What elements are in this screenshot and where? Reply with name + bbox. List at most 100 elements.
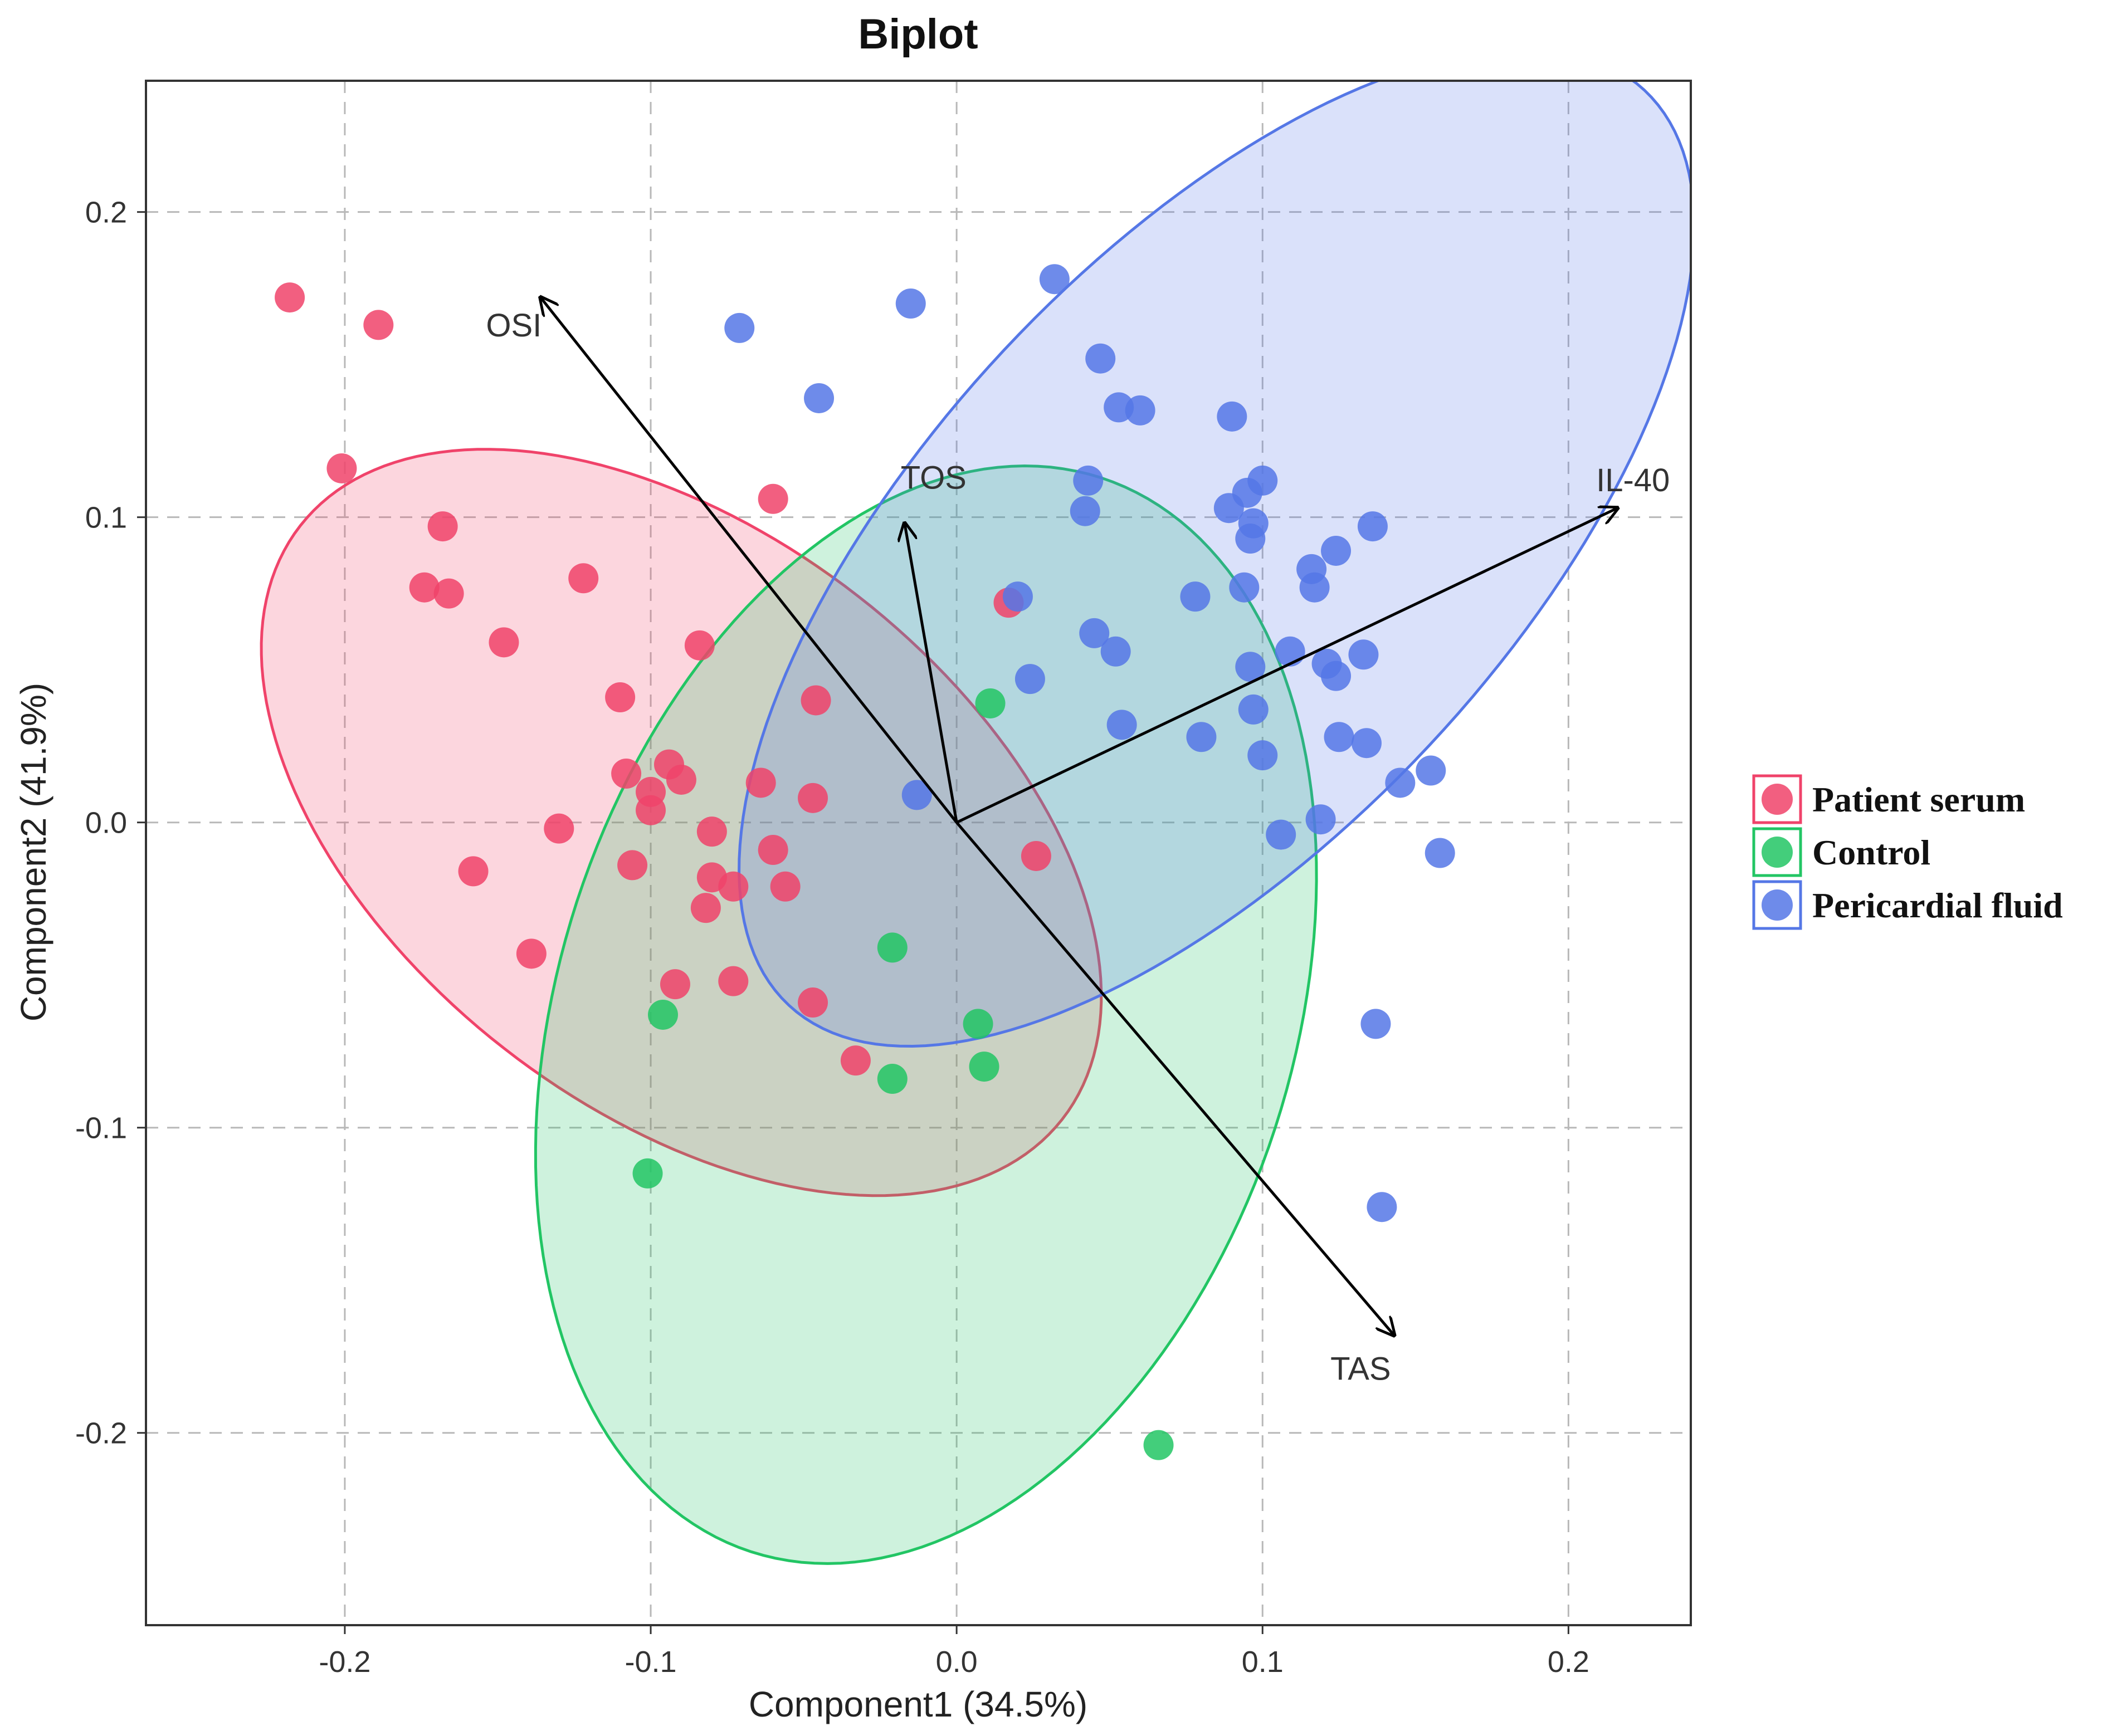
point-patient-serum-21 [617,850,648,881]
point-patient-serum-6 [568,563,599,594]
point-patient-serum-14 [666,764,696,795]
point-patient-serum-29 [660,969,690,1000]
point-pericardial-fluid-2 [724,312,755,343]
point-pericardial-fluid-31 [1106,710,1137,740]
point-pericardial-fluid-30 [1238,694,1269,725]
point-pericardial-fluid-33 [1324,722,1354,752]
point-pericardial-fluid-8 [1073,465,1104,496]
point-patient-serum-11 [801,685,831,716]
point-control-6 [632,1158,663,1189]
point-pericardial-fluid-7 [1217,401,1247,432]
y-axis-ticks: -0.2 -0.1 0.0 0.1 0.2 [75,196,146,1450]
loading-arrow-osi [540,297,958,824]
point-patient-serum-7 [489,627,519,658]
point-pericardial-fluid-38 [901,780,932,810]
legend-marker-control [1762,837,1793,868]
point-patient-serum-23 [458,856,489,887]
legend-label-patient-serum: Patient serum [1812,780,2025,819]
point-patient-serum-9 [684,630,715,661]
point-pericardial-fluid-36 [1385,767,1416,798]
legend-marker-patient-serum [1762,784,1793,815]
grid [146,81,1691,1625]
x-axis-ticks: -0.2 -0.1 0.0 0.1 0.2 [319,1625,1589,1679]
point-patient-serum-18 [798,783,828,813]
ellipse-patient-serum [260,448,1103,1197]
legend: Patient serum Control Pericardial fluid [1752,774,2063,930]
x-tick-label-4: 0.2 [1548,1645,1589,1679]
point-pericardial-fluid-22 [1079,618,1110,648]
point-pericardial-fluid-19 [1229,572,1260,603]
legend-label-pericardial-fluid: Pericardial fluid [1812,886,2063,925]
point-pericardial-fluid-37 [1416,755,1446,786]
point-pericardial-fluid-11 [1070,496,1100,526]
loading-label-tos: TOS [901,460,967,496]
point-patient-serum-34 [1021,840,1051,871]
point-pericardial-fluid-0 [895,288,926,319]
point-pericardial-fluid-28 [1321,661,1352,691]
point-patient-serum-22 [758,835,788,865]
point-pericardial-fluid-14 [1235,524,1266,554]
point-patient-serum-27 [690,893,721,923]
point-pericardial-fluid-21 [1002,581,1033,612]
point-pericardial-fluid-23 [1100,636,1131,667]
point-patient-serum-0 [275,282,305,313]
plot-frame [145,80,1692,1626]
point-pericardial-fluid-39 [1305,804,1336,835]
point-pericardial-fluid-12 [1213,493,1244,524]
loading-label-il-40: IL-40 [1596,462,1670,498]
point-patient-serum-25 [718,871,749,902]
point-control-7 [1143,1430,1174,1460]
point-pericardial-fluid-32 [1186,722,1217,752]
x-tick-label-1: -0.1 [625,1645,676,1679]
y-tick-label-1: -0.1 [75,1112,127,1145]
y-tick-label-2: 0.0 [85,806,127,840]
point-patient-serum-15 [745,767,776,798]
point-patient-serum-1 [363,310,394,340]
point-patient-serum-20 [696,816,727,847]
x-axis-label: Component1 (34.5%) [749,1684,1087,1724]
point-patient-serum-4 [409,572,440,603]
point-patient-serum-5 [433,578,464,609]
loading-label-osi: OSI [486,307,542,344]
point-patient-serum-28 [516,938,547,969]
point-pericardial-fluid-34 [1351,728,1382,759]
y-tick-label-3: 0.1 [85,501,127,535]
point-pericardial-fluid-25 [1348,639,1379,670]
point-pericardial-fluid-16 [1321,535,1352,566]
point-patient-serum-31 [798,987,828,1018]
chart-title: Biplot [858,11,978,58]
y-tick-label-4: 0.2 [85,196,127,229]
point-patient-serum-26 [770,871,801,902]
point-control-5 [877,1064,908,1094]
point-patient-serum-12 [611,759,642,789]
point-control-4 [969,1052,999,1082]
data-points [275,264,1455,1460]
point-pericardial-fluid-24 [1275,636,1305,667]
loading-arrow-tas [955,821,1394,1336]
loading-arrow-il-40 [956,508,1617,824]
point-patient-serum-30 [718,966,749,996]
point-patient-serum-2 [326,453,357,483]
legend-label-control: Control [1812,833,1930,872]
x-tick-label-0: -0.2 [319,1645,370,1679]
loading-label-tas: TAS [1330,1351,1391,1387]
point-pericardial-fluid-29 [1014,664,1045,695]
point-pericardial-fluid-6 [1125,395,1155,426]
y-tick-label-0: -0.2 [75,1417,127,1450]
confidence-ellipses [260,81,1691,1565]
point-pericardial-fluid-4 [1085,343,1116,374]
point-pericardial-fluid-43 [1367,1192,1397,1222]
loading-vectors: OSI TOS IL-40 TAS [486,297,1670,1387]
x-tick-label-3: 0.1 [1242,1645,1284,1679]
point-pericardial-fluid-35 [1247,740,1278,771]
point-patient-serum-10 [605,682,636,713]
point-pericardial-fluid-41 [1425,838,1455,868]
loading-arrow-tos [905,524,958,823]
point-pericardial-fluid-42 [1360,1009,1391,1039]
y-axis-label: Component2 (41.9%) [13,683,53,1021]
ellipse-pericardial-fluid [738,81,1691,1048]
point-pericardial-fluid-1 [1039,264,1070,295]
point-pericardial-fluid-18 [1299,572,1330,603]
legend-marker-pericardial-fluid [1762,889,1793,921]
